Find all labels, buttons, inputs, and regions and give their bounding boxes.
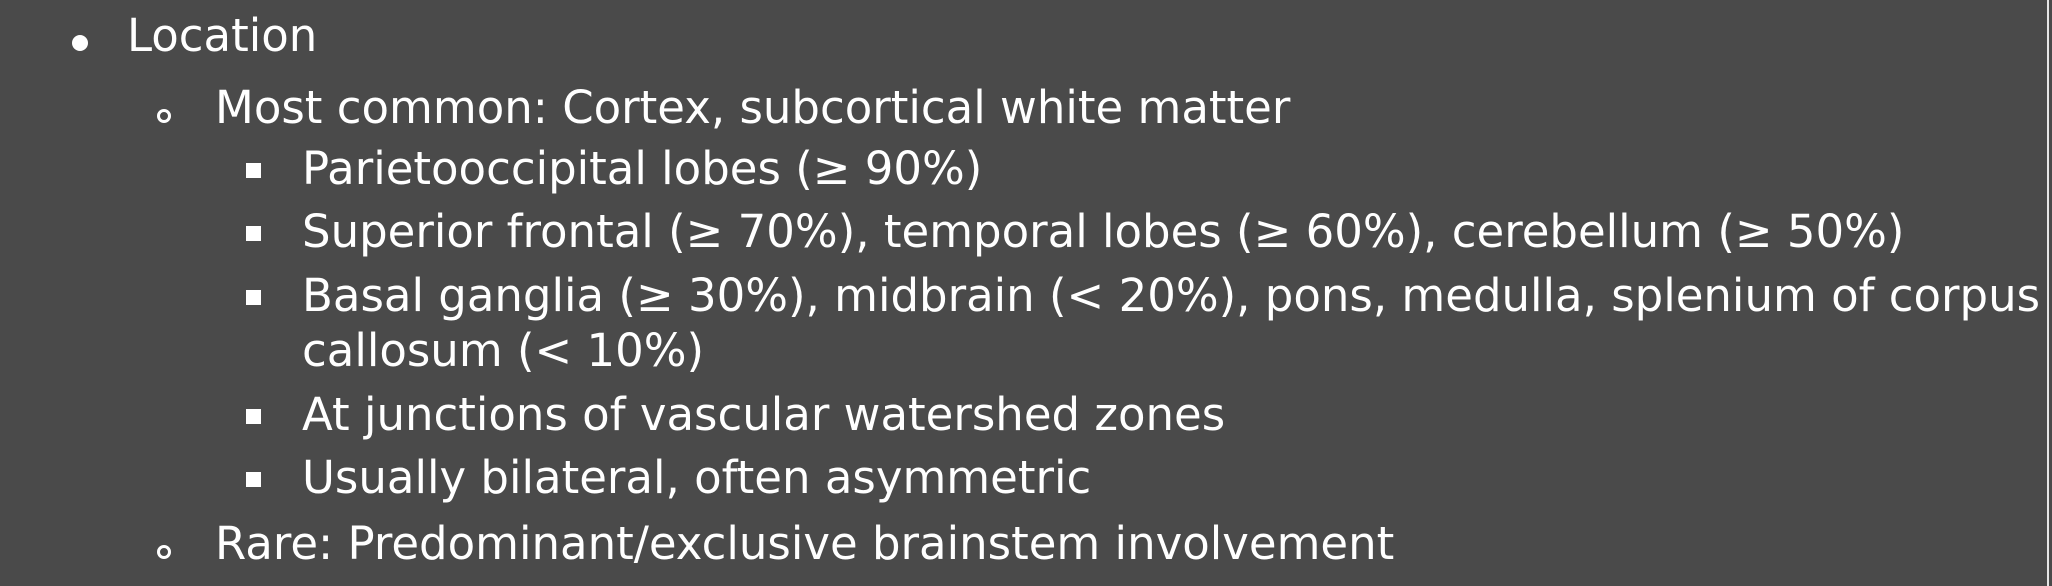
outline-level3-text-continued: callosum (< 10%) <box>302 324 705 377</box>
outline-level3-text: Parietooccipital lobes (≥ 90%) <box>302 142 983 195</box>
outline-level3-text: Usually bilateral, often asymmetric <box>302 451 1092 504</box>
filled-square-bullet-icon <box>246 226 261 241</box>
filled-square-bullet-icon <box>246 163 261 178</box>
right-border-divider <box>2047 0 2049 586</box>
hollow-circle-bullet-icon <box>157 109 171 123</box>
outline-level2-text: Rare: Predominant/exclusive brainstem in… <box>215 517 1395 570</box>
filled-square-bullet-icon <box>246 409 261 424</box>
outline-level3-text: Basal ganglia (≥ 30%), midbrain (< 20%),… <box>302 269 2041 322</box>
outline-level3-text: At junctions of vascular watershed zones <box>302 388 1226 441</box>
hollow-circle-bullet-icon <box>157 545 171 559</box>
outline-level1-text: Location <box>127 9 318 62</box>
outline-level2-text: Most common: Cortex, subcortical white m… <box>215 81 1291 134</box>
filled-square-bullet-icon <box>246 290 261 305</box>
filled-square-bullet-icon <box>246 472 261 487</box>
filled-disc-bullet-icon <box>72 35 88 51</box>
outline-level3-text: Superior frontal (≥ 70%), temporal lobes… <box>302 205 1905 258</box>
